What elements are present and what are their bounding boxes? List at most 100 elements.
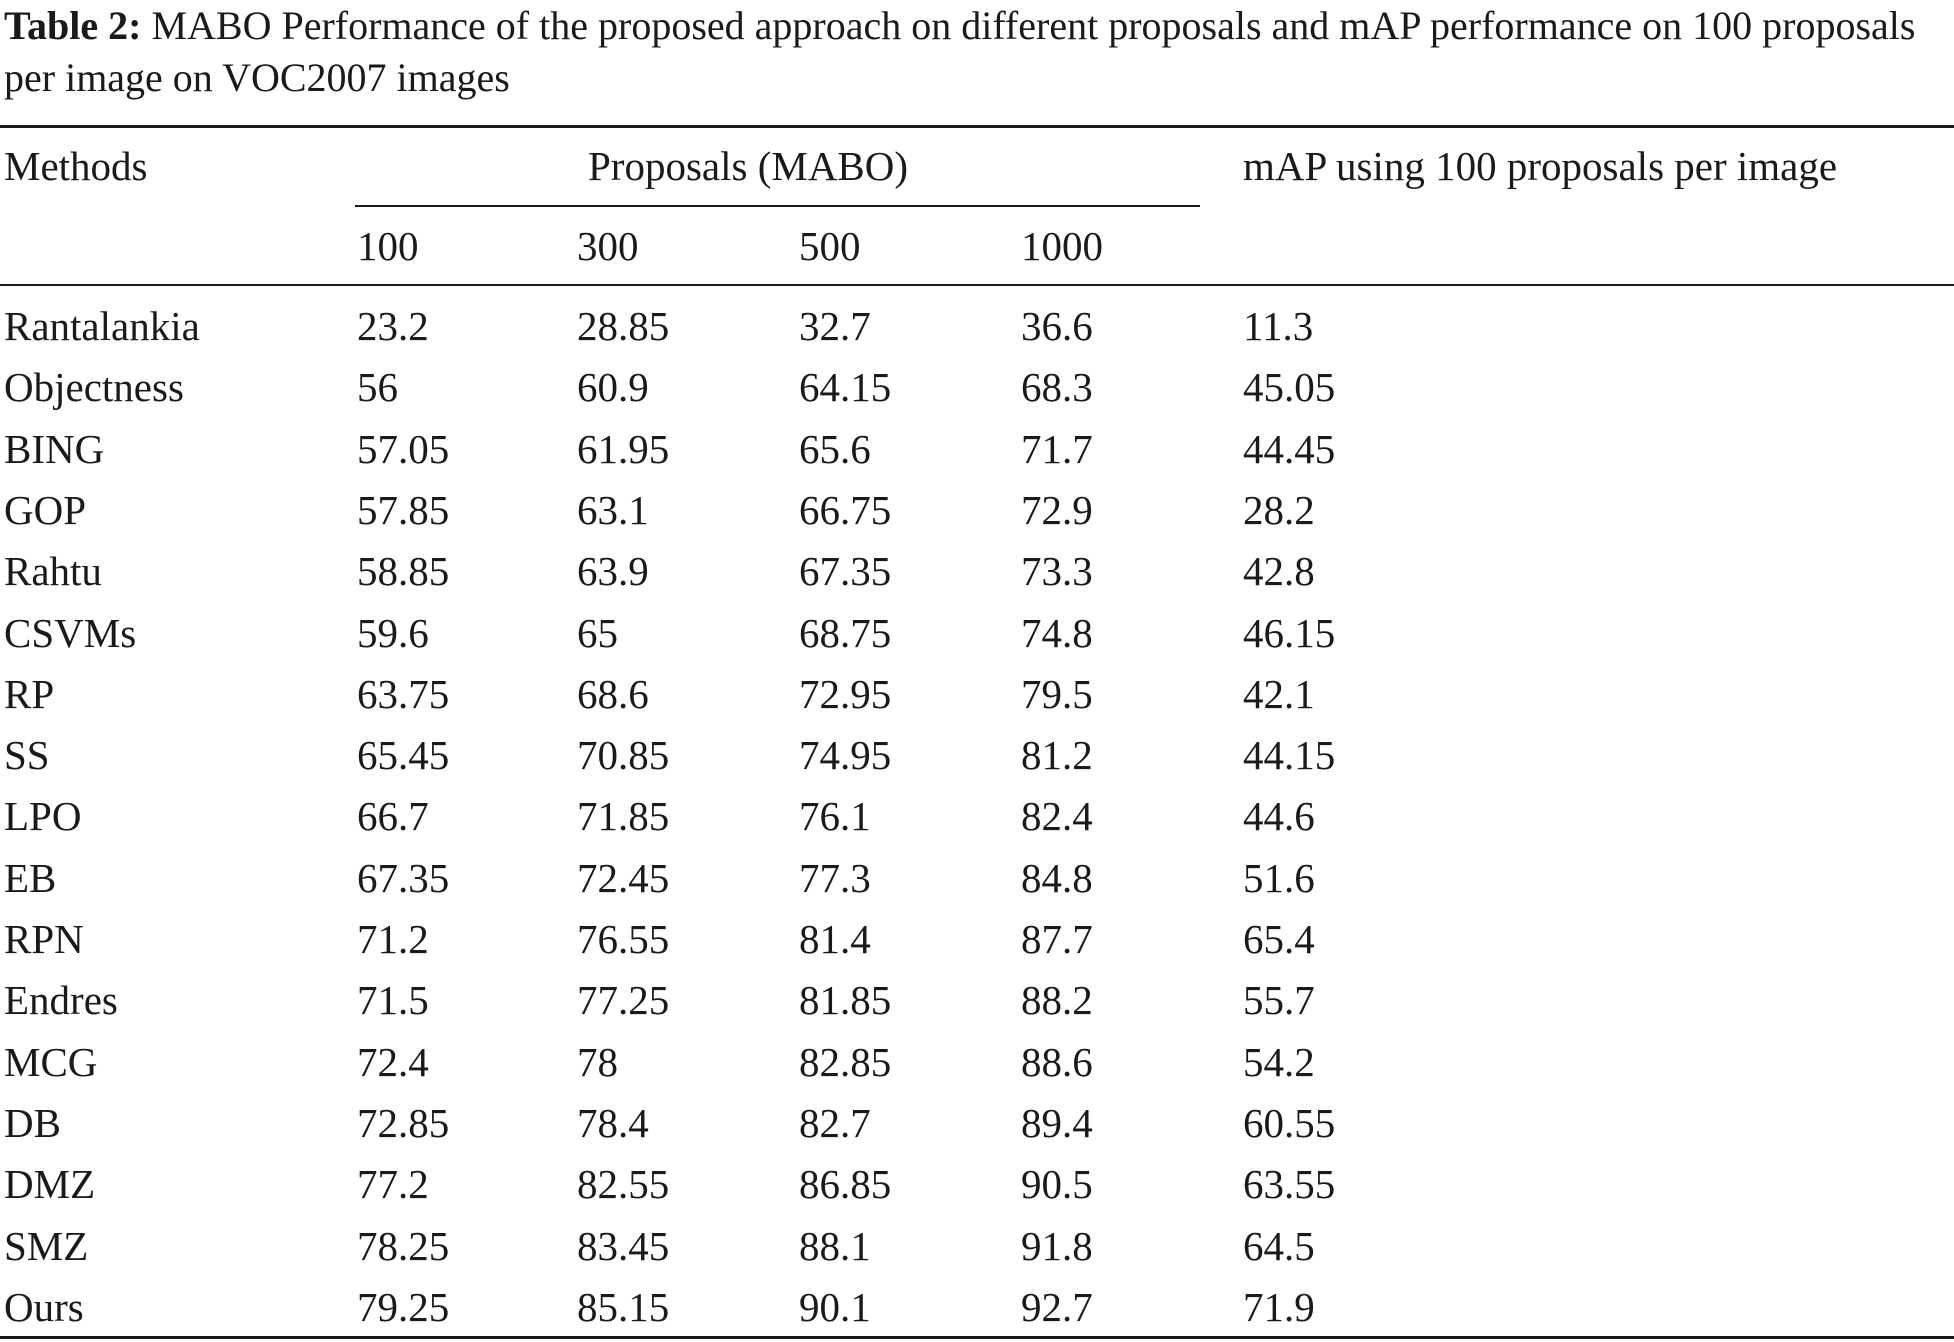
mabo-300-cell: 65 [577,610,618,656]
mabo-100-cell: 79.25 [357,1284,450,1330]
table-caption-text: MABO Performance of the proposed approac… [4,3,1916,100]
mabo-500-cell: 74.95 [799,732,892,778]
mabo-100-cell: 71.5 [357,977,429,1023]
mabo-100-cell: 63.75 [357,671,450,717]
mabo-1000-cell: 82.4 [1021,793,1093,839]
mabo-500-cell: 86.85 [799,1161,892,1207]
mabo-300-cell: 28.85 [577,303,670,349]
top-rule [0,125,1954,128]
mabo-1000-cell: 91.8 [1021,1223,1093,1269]
method-cell: RPN [4,916,84,962]
mabo-100-cell: 57.85 [357,487,450,533]
mabo-1000-cell: 79.5 [1021,671,1093,717]
mabo-1000-cell: 36.6 [1021,303,1093,349]
method-cell: BING [4,426,105,472]
mabo-300-cell: 70.85 [577,732,670,778]
method-cell: Rantalankia [4,303,200,349]
mabo-1000-cell: 92.7 [1021,1284,1093,1330]
bottom-rule [0,1336,1954,1339]
mabo-300-cell: 85.15 [577,1284,670,1330]
header-proposals-group: Proposals (MABO) [588,143,909,189]
map-cell: 60.55 [1243,1100,1336,1146]
mabo-100-cell: 65.45 [357,732,450,778]
table-caption-label: Table 2: [4,3,142,48]
mabo-1000-cell: 72.9 [1021,487,1093,533]
map-cell: 64.5 [1243,1223,1315,1269]
mabo-100-cell: 23.2 [357,303,429,349]
mabo-500-cell: 68.75 [799,610,892,656]
mabo-1000-cell: 90.5 [1021,1161,1093,1207]
mabo-500-cell: 76.1 [799,793,871,839]
mabo-300-cell: 78.4 [577,1100,649,1146]
map-cell: 71.9 [1243,1284,1315,1330]
mabo-100-cell: 72.85 [357,1100,450,1146]
mabo-300-cell: 72.45 [577,855,670,901]
mabo-300-cell: 63.1 [577,487,649,533]
mabo-500-cell: 81.4 [799,916,871,962]
mabo-500-cell: 64.15 [799,364,892,410]
mabo-100-cell: 59.6 [357,610,429,656]
mabo-500-cell: 81.85 [799,977,892,1023]
map-cell: 54.2 [1243,1039,1315,1085]
mabo-100-cell: 57.05 [357,426,450,472]
mabo-300-cell: 71.85 [577,793,670,839]
map-cell: 46.15 [1243,610,1336,656]
method-cell: DMZ [4,1161,96,1207]
map-cell: 45.05 [1243,364,1336,410]
mabo-100-cell: 56 [357,364,398,410]
method-cell: SS [4,732,50,778]
mabo-500-cell: 77.3 [799,855,871,901]
mabo-100-cell: 72.4 [357,1039,429,1085]
method-cell: GOP [4,487,87,533]
header-methods: Methods [4,143,148,189]
mabo-300-cell: 78 [577,1039,618,1085]
map-cell: 63.55 [1243,1161,1336,1207]
mabo-1000-cell: 89.4 [1021,1100,1093,1146]
mabo-300-cell: 60.9 [577,364,649,410]
mabo-100-cell: 66.7 [357,793,429,839]
method-cell: CSVMs [4,610,137,656]
mabo-100-cell: 67.35 [357,855,450,901]
mabo-500-cell: 66.75 [799,487,892,533]
mabo-500-cell: 90.1 [799,1284,871,1330]
map-cell: 11.3 [1243,303,1314,349]
map-cell: 44.45 [1243,426,1336,472]
mabo-500-cell: 82.85 [799,1039,892,1085]
mabo-500-cell: 88.1 [799,1223,871,1269]
mabo-300-cell: 77.25 [577,977,670,1023]
mabo-1000-cell: 88.6 [1021,1039,1093,1085]
mabo-1000-cell: 84.8 [1021,855,1093,901]
mabo-300-cell: 76.55 [577,916,670,962]
mabo-1000-cell: 74.8 [1021,610,1093,656]
header-proposals-300: 300 [577,223,639,269]
header-proposals-100: 100 [357,223,419,269]
map-cell: 44.15 [1243,732,1336,778]
method-cell: EB [4,855,57,901]
mabo-500-cell: 65.6 [799,426,871,472]
header-map-group: mAP using 100 proposals per image [1243,143,1838,189]
map-cell: 44.6 [1243,793,1315,839]
header-bottom-rule [0,284,1954,286]
method-cell: Rahtu [4,548,102,594]
method-cell: MCG [4,1039,98,1085]
mabo-300-cell: 61.95 [577,426,670,472]
method-cell: Endres [4,977,118,1023]
method-cell: SMZ [4,1223,89,1269]
map-cell: 42.8 [1243,548,1315,594]
map-cell: 42.1 [1243,671,1315,717]
method-cell: DB [4,1100,61,1146]
mabo-300-cell: 82.55 [577,1161,670,1207]
mabo-100-cell: 71.2 [357,916,429,962]
mabo-1000-cell: 73.3 [1021,548,1093,594]
header-proposals-1000: 1000 [1021,223,1103,269]
mabo-1000-cell: 81.2 [1021,732,1093,778]
mabo-1000-cell: 88.2 [1021,977,1093,1023]
mabo-1000-cell: 68.3 [1021,364,1093,410]
proposals-group-rule [355,205,1200,207]
mabo-500-cell: 82.7 [799,1100,871,1146]
mabo-1000-cell: 87.7 [1021,916,1093,962]
method-cell: Objectness [4,364,184,410]
mabo-500-cell: 32.7 [799,303,871,349]
method-cell: RP [4,671,55,717]
mabo-300-cell: 68.6 [577,671,649,717]
